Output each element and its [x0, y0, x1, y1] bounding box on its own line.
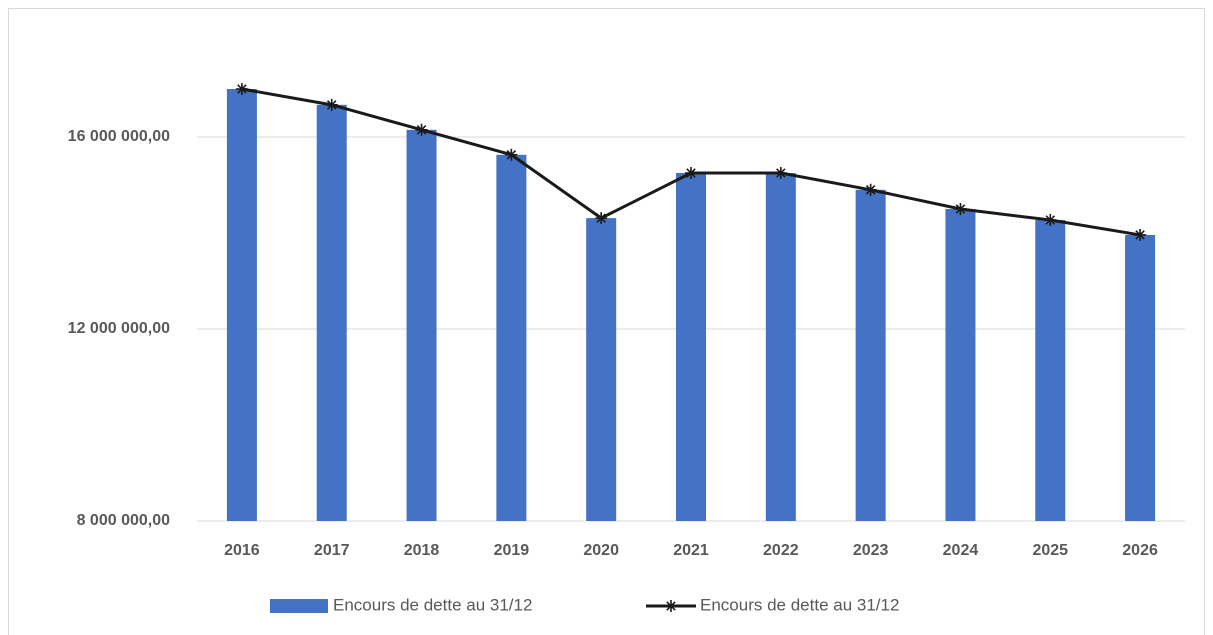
- bar: [496, 154, 527, 521]
- marker: [235, 83, 248, 95]
- x-tick-label: 2025: [1032, 542, 1068, 559]
- x-tick-label: 2023: [853, 542, 889, 559]
- x-tick-label: 2016: [224, 542, 260, 559]
- marker: [325, 98, 338, 111]
- x-tick-label: 2020: [583, 542, 619, 559]
- legend-marker: [665, 600, 677, 612]
- y-tick-label: 16 000 000,00: [68, 128, 170, 145]
- bar: [1035, 220, 1066, 522]
- x-tick-label: 2022: [763, 542, 799, 559]
- marker: [774, 167, 787, 179]
- bar: [586, 218, 617, 521]
- marker: [685, 167, 697, 179]
- bar: [226, 89, 257, 521]
- x-tick-label: 2018: [404, 542, 440, 559]
- x-tick-label: 2017: [314, 542, 350, 559]
- marker: [1134, 228, 1147, 241]
- bar: [765, 173, 796, 521]
- marker: [1044, 214, 1057, 227]
- legend-swatch: [270, 599, 328, 613]
- x-tick-label: 2019: [494, 542, 530, 559]
- x-tick-label: 2026: [1122, 542, 1158, 559]
- bar: [316, 104, 347, 521]
- bar: [1125, 234, 1156, 522]
- x-tick-label: 2024: [943, 542, 979, 559]
- bar: [855, 189, 886, 522]
- marker: [595, 212, 608, 225]
- y-tick-label: 8 000 000,00: [77, 512, 171, 529]
- bar: [406, 129, 437, 522]
- marker: [415, 123, 428, 136]
- legend-label: Encours de dette au 31/12: [700, 595, 899, 614]
- legend-label: Encours de dette au 31/12: [333, 595, 532, 614]
- marker: [954, 203, 967, 215]
- bar: [945, 209, 976, 521]
- x-tick-label: 2021: [673, 542, 709, 559]
- marker: [505, 148, 518, 161]
- y-tick-label: 12 000 000,00: [68, 320, 170, 337]
- bar: [676, 173, 706, 521]
- marker: [864, 183, 877, 196]
